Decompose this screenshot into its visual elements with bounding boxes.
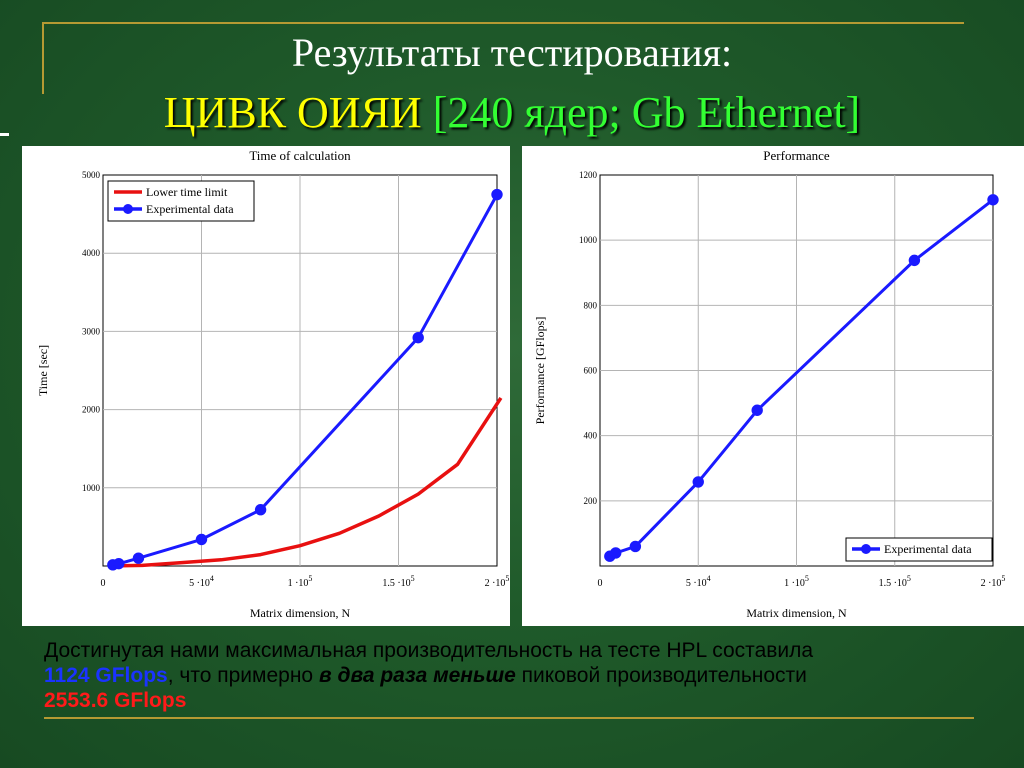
summary-line-1: Достигнутая нами максимальная производит… <box>44 639 814 662</box>
x-tick-label: 1.5 ·105 <box>382 574 414 589</box>
data-point <box>610 547 622 559</box>
x-tick-label: 1.5 ·105 <box>879 574 911 589</box>
data-point <box>751 404 763 416</box>
series-line-experimental-data <box>112 193 499 567</box>
summary-middle-text-1: , что примерно <box>167 664 319 687</box>
y-tick-label: 1000 <box>579 235 598 245</box>
x-tick-label: 0 <box>598 578 603 589</box>
y-tick-label: 1200 <box>579 170 598 180</box>
y-axis-label: Performance [GFlops] <box>533 317 547 425</box>
performance-chart-svg: Performance 0 5 ·104 1 ·105 1.5 ·105 2 ·105 20… <box>533 148 1006 620</box>
data-point <box>908 254 921 267</box>
left-edge-dash <box>0 133 9 136</box>
x-axis-label: Matrix dimension, N <box>746 606 847 620</box>
data-point <box>692 476 704 488</box>
y-tick-label: 200 <box>584 496 598 506</box>
title-cluster-name: ЦИВК ОИЯИ <box>163 88 422 137</box>
y-tick-label: 400 <box>584 431 598 441</box>
data-point <box>412 331 424 344</box>
x-tick-label: 5 ·104 <box>686 574 711 589</box>
data-point <box>113 557 125 570</box>
y-tick-label: 3000 <box>82 326 101 336</box>
data-point <box>491 188 503 201</box>
slide-title-line1: Результаты тестирования: <box>291 30 733 75</box>
data-point <box>254 503 267 516</box>
data-point <box>987 194 999 206</box>
legend-entry: Experimental data <box>146 202 234 216</box>
y-tick-label: 600 <box>584 366 598 376</box>
x-tick-label: 1 ·105 <box>784 574 809 589</box>
summary-line-2: 1124 GFlops, что примерно в два раза мен… <box>44 663 994 688</box>
legend-box <box>845 537 993 562</box>
summary-emphasis: в два раза меньше <box>318 664 516 687</box>
series-line-experimental-data <box>609 198 994 558</box>
chart-title: Time of calculation <box>249 148 351 163</box>
legend-entry: Experimental data <box>884 542 972 556</box>
title-frame-left-rule <box>42 22 44 94</box>
x-tick-label: 1 ·105 <box>288 574 313 589</box>
y-tick-label: 2000 <box>82 405 101 415</box>
summary-text: Достигнутая нами максимальная производит… <box>44 638 994 713</box>
time-chart-svg: Time of calculation 0 5 ·104 1 ·105 1.5 ·105… <box>36 148 510 620</box>
performance-chart: Performance 0 5 ·104 1 ·105 1.5 ·105 2 ·105 20… <box>522 146 1024 626</box>
achieved-performance-value: 1124 GFlops <box>44 664 168 687</box>
y-tick-label: 5000 <box>82 170 101 180</box>
y-tick-label: 1000 <box>82 483 101 493</box>
y-axis-label: Time [sec] <box>36 345 50 396</box>
x-tick-label: 0 <box>101 578 106 589</box>
x-tick-label: 5 ·104 <box>189 574 214 589</box>
title-frame-top-rule <box>42 22 964 24</box>
x-axis-label: Matrix dimension, N <box>250 606 351 620</box>
series-line-lower-time-limit <box>112 396 503 568</box>
title-cluster-config: [240 ядер; Gb Ethernet] <box>432 88 861 137</box>
y-tick-label: 800 <box>584 300 598 310</box>
slide-title-line2: ЦИВК ОИЯИ [240 ядер; Gb Ethernet] <box>0 88 1024 138</box>
x-tick-label: 2 ·105 <box>485 574 510 589</box>
legend-marker <box>123 204 133 214</box>
data-point <box>629 540 642 553</box>
x-tick-label: 2 ·105 <box>981 574 1006 589</box>
chart-title: Performance <box>763 148 830 163</box>
data-point <box>195 533 208 546</box>
summary-middle-text-2: пиковой производительности <box>515 664 807 687</box>
legend-box <box>107 180 255 222</box>
data-point <box>132 552 145 564</box>
time-of-calculation-chart: Time of calculation 0 5 ·104 1 ·105 1.5 ·105… <box>22 146 510 626</box>
peak-performance-value: 2553.6 GFlops <box>44 689 187 712</box>
legend-entry: Lower time limit <box>146 185 228 199</box>
legend-marker <box>861 544 871 554</box>
y-tick-label: 4000 <box>82 248 101 258</box>
summary-line-3: 2553.6 GFlops <box>44 688 994 713</box>
summary-underline <box>44 717 974 719</box>
